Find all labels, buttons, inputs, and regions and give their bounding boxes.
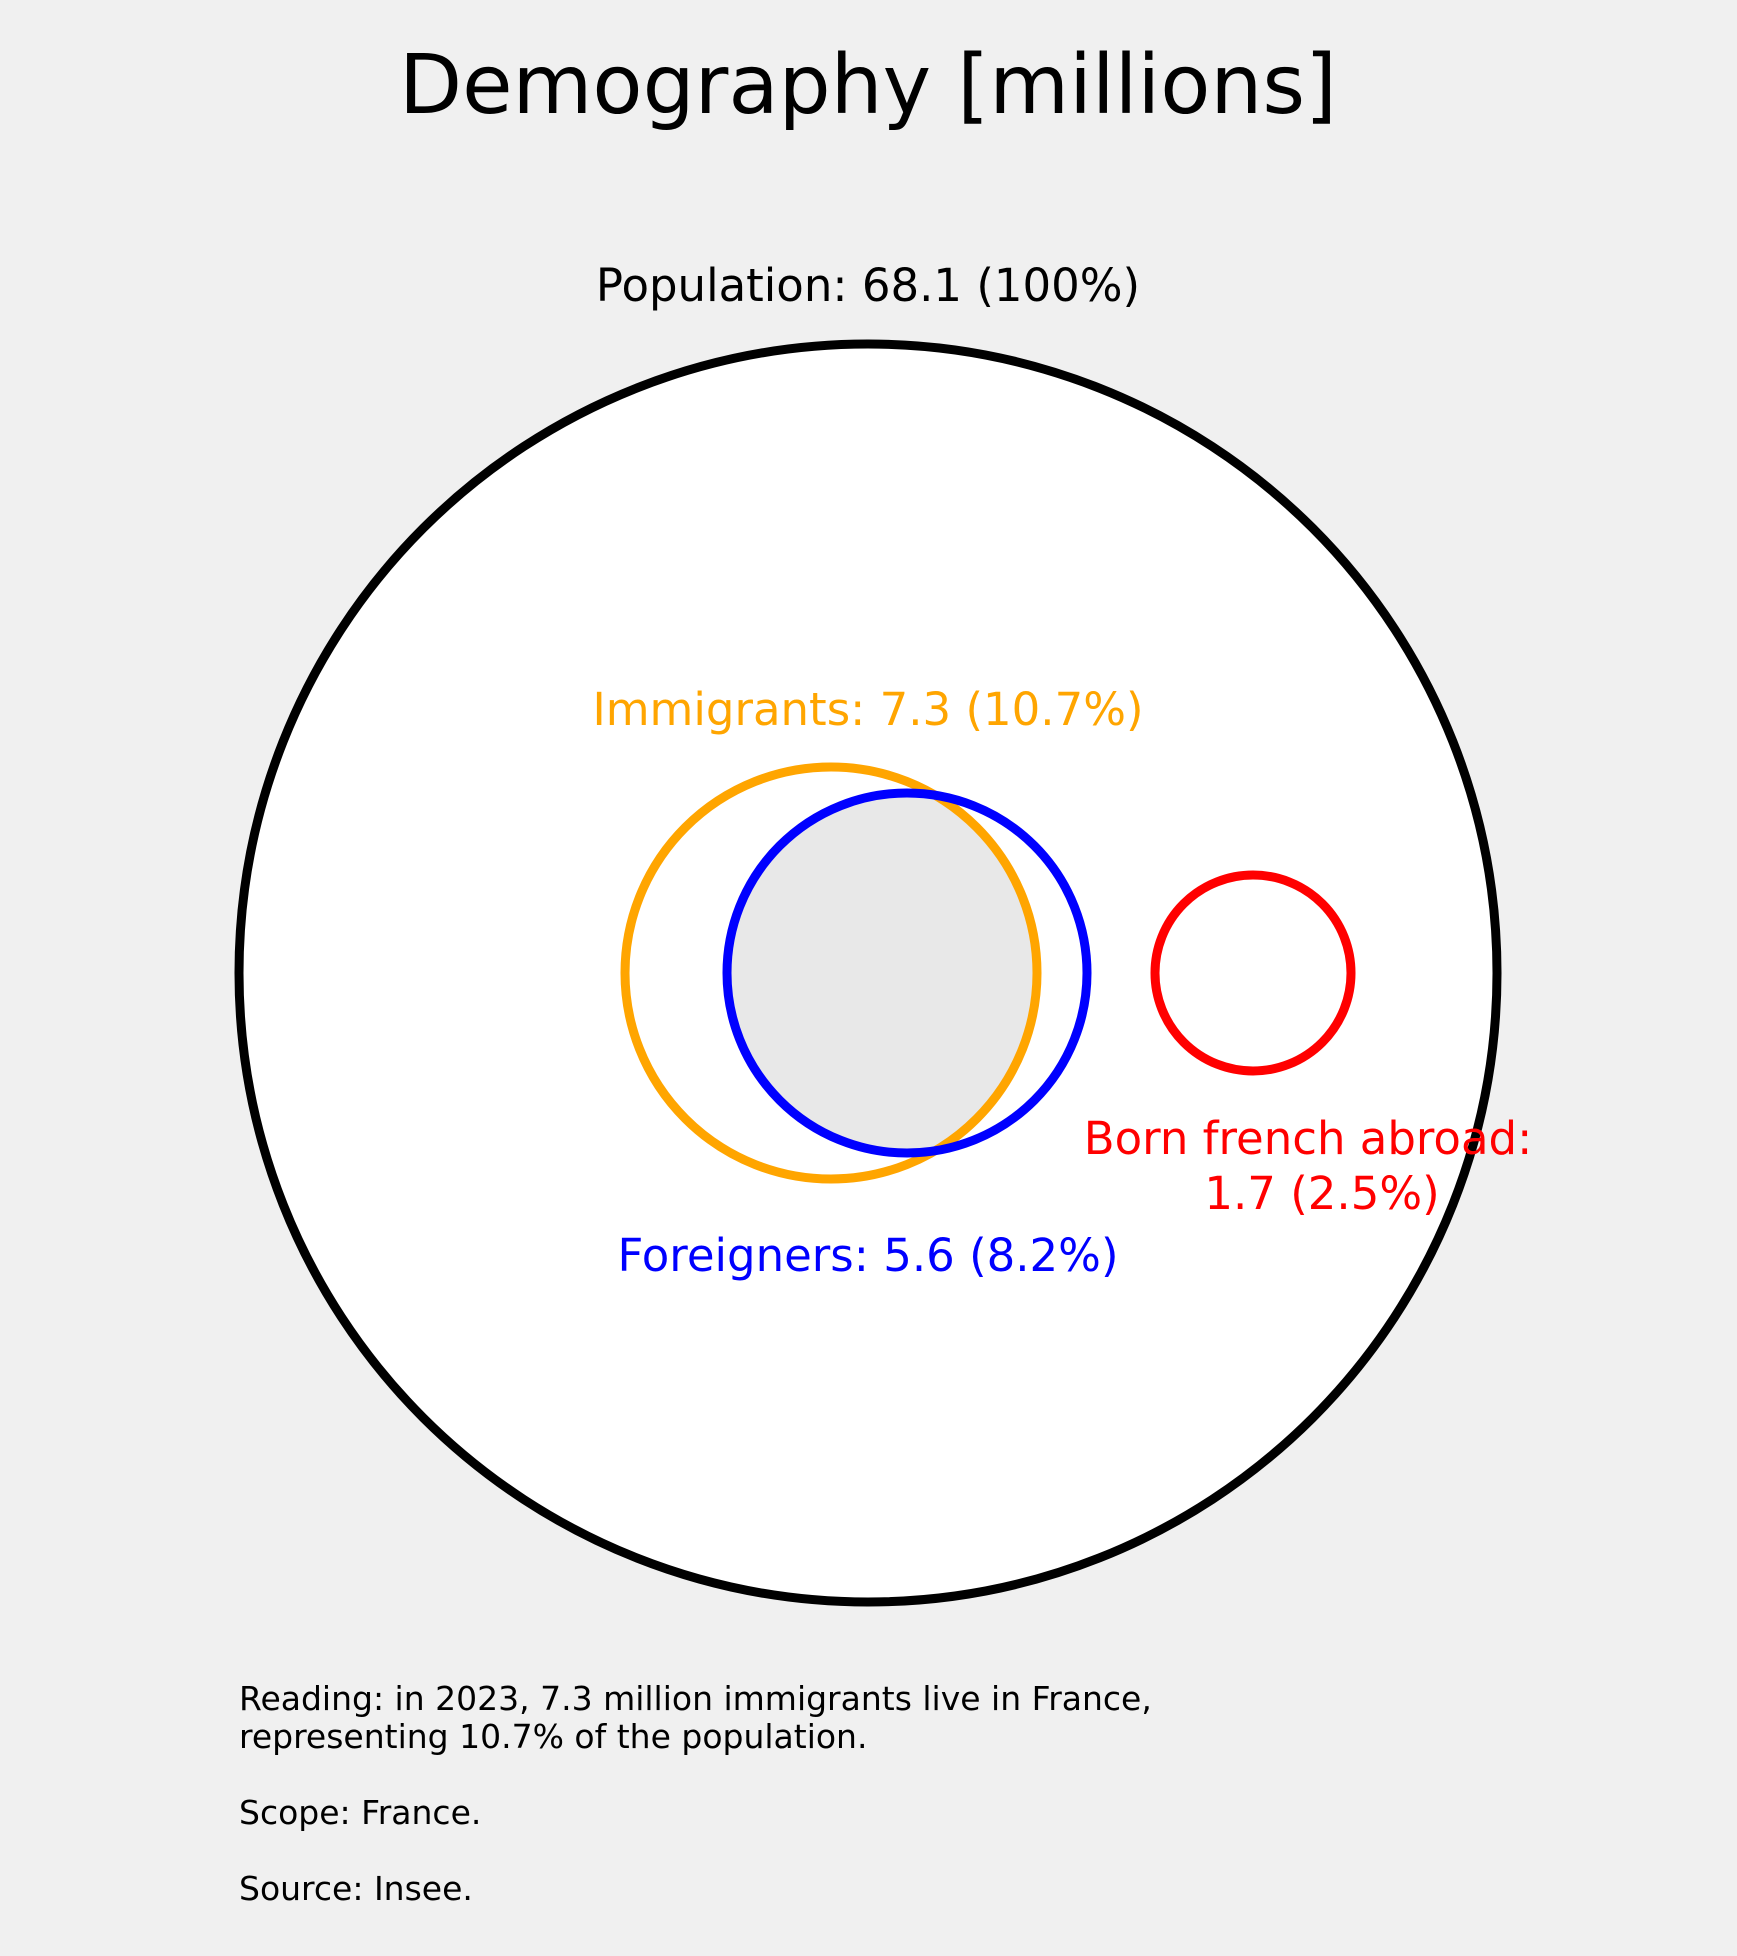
born-french-abroad-label-line1: Born french abroad: [1084,1112,1533,1165]
overlap-region [727,793,1037,1153]
source-note: Source: Insee. [239,1869,473,1908]
foreigners-label: Foreigners: 5.6 (8.2%) [618,1229,1119,1282]
reading-note-line1: Reading: in 2023, 7.3 million immigrants… [239,1679,1152,1718]
foreigners-circle [722,788,1092,1158]
diagram-title: Demography [millions] [399,38,1337,133]
population-label: Population: 68.1 (100%) [596,259,1140,312]
scope-note: Scope: France. [239,1793,481,1832]
reading-note-line2: representing 10.7% of the population. [239,1717,867,1756]
immigrants-label: Immigrants: 7.3 (10.7%) [592,683,1143,736]
born-french-abroad-label-line2: 1.7 (2.5%) [1204,1167,1439,1220]
immigrants-circle [620,762,1042,1184]
born-french-abroad-circle [1150,870,1356,1076]
